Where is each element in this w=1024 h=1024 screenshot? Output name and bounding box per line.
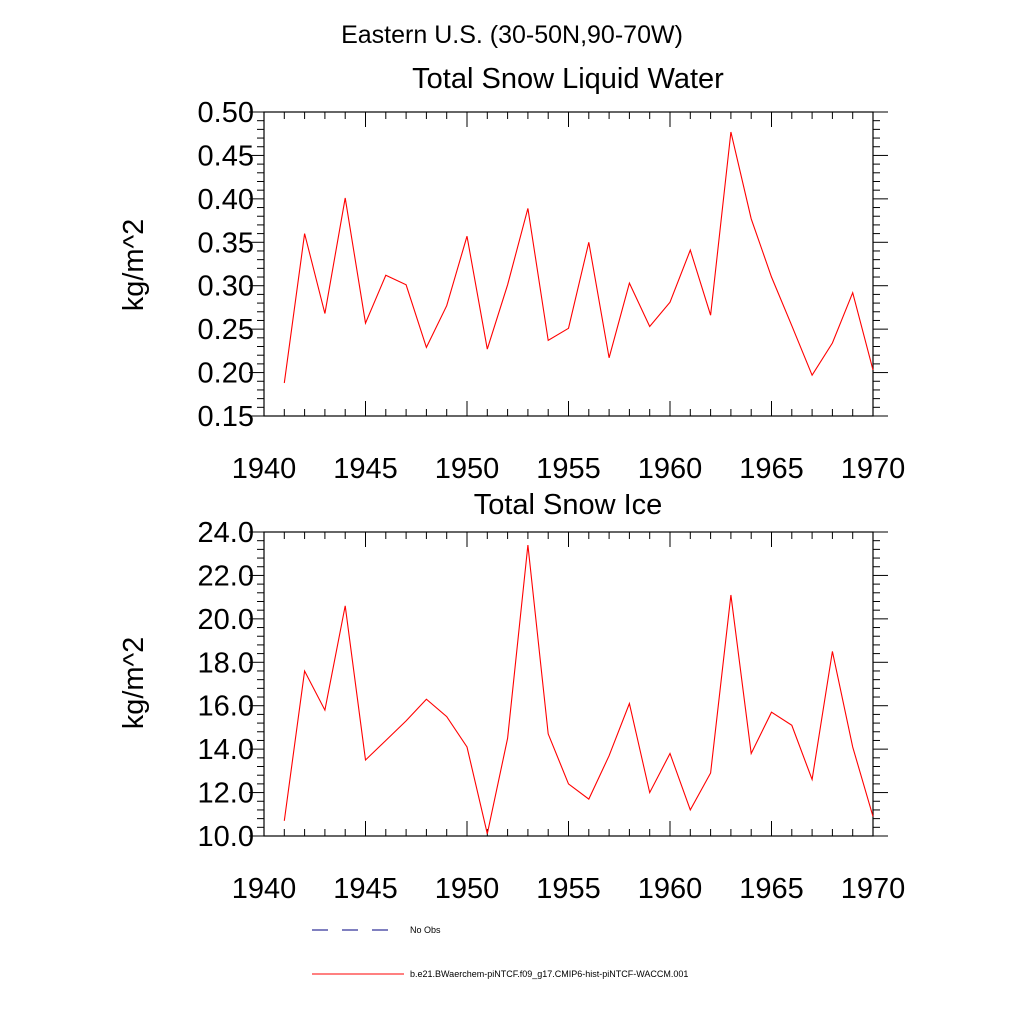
figure-suptitle: Eastern U.S. (30-50N,90-70W) bbox=[341, 21, 683, 49]
x-tick-label: 1940 bbox=[232, 453, 297, 485]
legend: No Obs b.e21.BWaerchem-piNTCF.f09_g17.CM… bbox=[312, 925, 688, 979]
y-tick-label: 0.15 bbox=[198, 401, 254, 433]
chart-title: Total Snow Liquid Water bbox=[412, 63, 724, 95]
x-tick-label: 1960 bbox=[638, 873, 703, 905]
y-tick-label: 0.30 bbox=[198, 271, 254, 303]
y-tick-label: 24.0 bbox=[198, 517, 254, 549]
chart-title: Total Snow Ice bbox=[474, 489, 663, 521]
x-tick-label: 1950 bbox=[435, 873, 500, 905]
y-tick-label: 0.20 bbox=[198, 358, 254, 390]
y-tick-label: 10.0 bbox=[198, 821, 254, 853]
y-tick-label: 0.35 bbox=[198, 227, 254, 259]
y-axis-label: kg/m^2 bbox=[118, 637, 150, 730]
y-tick-label: 16.0 bbox=[198, 691, 254, 723]
panel-snow-ice: Total Snow Ice kg/m^2 1940 1945 1950 1955 19… bbox=[118, 489, 905, 905]
y-tick-label: 12.0 bbox=[198, 778, 254, 810]
x-tick-label: 1970 bbox=[841, 873, 906, 905]
y-tick-label: 22.0 bbox=[198, 560, 254, 592]
legend-label-no-obs: No Obs bbox=[410, 925, 441, 935]
y-tick-label: 0.50 bbox=[198, 97, 254, 129]
panel-snow-liquid-water: Total Snow Liquid Water kg/m^2 1940 1945 1… bbox=[118, 63, 905, 485]
x-tick-label: 1965 bbox=[739, 453, 804, 485]
axes: 1940 1945 1950 1955 1960 1965 1970 0.15 0.20 0.25… bbox=[198, 97, 906, 485]
x-tick-label: 1955 bbox=[536, 453, 601, 485]
series-line bbox=[283, 131, 874, 384]
y-tick-label: 20.0 bbox=[198, 604, 254, 636]
y-tick-label: 0.40 bbox=[198, 184, 254, 216]
x-tick-label: 1965 bbox=[739, 873, 804, 905]
y-tick-label: 14.0 bbox=[198, 734, 254, 766]
x-tick-label: 1960 bbox=[638, 453, 703, 485]
y-tick-label: 0.25 bbox=[198, 314, 254, 346]
axes: 1940 1945 1950 1955 1960 1965 1970 10.0 12.0 14.0… bbox=[198, 517, 906, 905]
y-tick-label: 18.0 bbox=[198, 647, 254, 679]
x-tick-label: 1945 bbox=[333, 873, 398, 905]
x-tick-label: 1970 bbox=[841, 453, 906, 485]
x-tick-label: 1955 bbox=[536, 873, 601, 905]
y-tick-label: 0.45 bbox=[198, 140, 254, 172]
series-line bbox=[283, 544, 874, 834]
legend-label-model: b.e21.BWaerchem-piNTCF.f09_g17.CMIP6-his… bbox=[410, 969, 688, 979]
x-tick-label: 1940 bbox=[232, 873, 297, 905]
y-axis-label: kg/m^2 bbox=[118, 219, 150, 312]
x-tick-label: 1945 bbox=[333, 453, 398, 485]
plot-frame bbox=[263, 111, 874, 417]
x-tick-label: 1950 bbox=[435, 453, 500, 485]
